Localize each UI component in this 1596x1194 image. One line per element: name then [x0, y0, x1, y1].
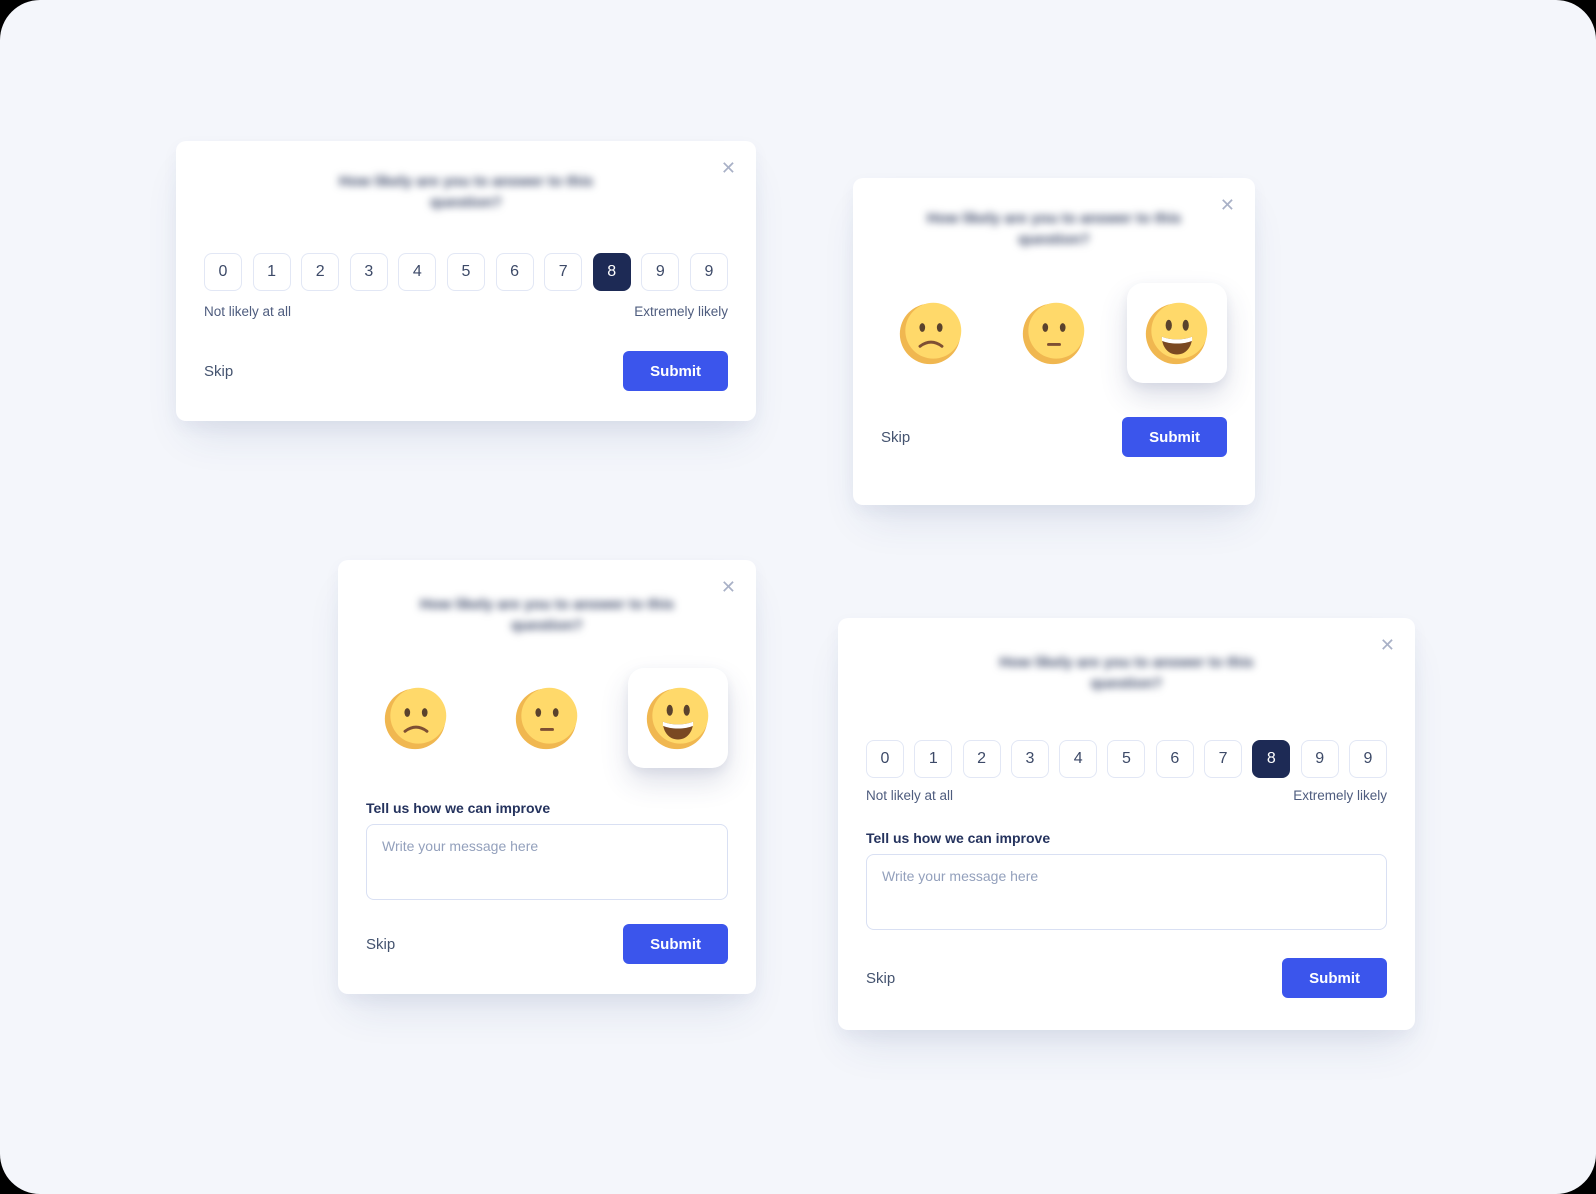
nps-cell-2[interactable]: 2: [962, 740, 1001, 778]
happy-emoji-icon: [646, 687, 709, 750]
skip-button[interactable]: Skip: [204, 362, 234, 380]
feedback-field-wrap: [866, 854, 1387, 930]
nps-cell-4[interactable]: 4: [398, 253, 437, 291]
submit-button[interactable]: Submit: [623, 924, 728, 964]
feedback-textarea[interactable]: [366, 824, 728, 900]
emoji-survey-card: ✕ How likely are you to answer to this q…: [853, 178, 1255, 505]
nps-cell-10[interactable]: 9: [689, 253, 728, 291]
submit-button[interactable]: Submit: [1122, 417, 1227, 457]
nps-cell-5[interactable]: 5: [1107, 740, 1146, 778]
nps-cell-6[interactable]: 6: [1155, 740, 1194, 778]
emoji-option-happy-selected[interactable]: [1127, 283, 1227, 383]
nps-cell-4[interactable]: 4: [1059, 740, 1098, 778]
submit-button[interactable]: Submit: [623, 351, 728, 391]
card-footer: Skip Submit: [881, 417, 1227, 457]
sad-emoji-icon: [384, 687, 447, 750]
submit-button[interactable]: Submit: [1282, 958, 1387, 998]
neutral-emoji-icon: [1022, 302, 1085, 365]
nps-cell-7[interactable]: 7: [1204, 740, 1243, 778]
nps-feedback-survey-card: ✕ How likely are you to answer to this q…: [838, 618, 1415, 1030]
scale-labels: Not likely at all Extremely likely: [866, 788, 1387, 803]
skip-button[interactable]: Skip: [366, 935, 396, 953]
feedback-label: Tell us how we can improve: [866, 830, 1051, 846]
nps-scale: 0 1 2 3 4 5 6 7 8 9 9: [204, 253, 728, 291]
close-icon[interactable]: ✕: [717, 574, 740, 600]
emoji-scale: [366, 668, 728, 768]
emoji-feedback-survey-card: ✕ How likely are you to answer to this q…: [338, 560, 756, 994]
emoji-option-sad[interactable]: [881, 283, 981, 383]
emoji-option-happy-selected[interactable]: [628, 668, 728, 768]
nps-cell-6[interactable]: 6: [495, 253, 534, 291]
skip-button[interactable]: Skip: [881, 428, 911, 446]
happy-emoji-icon: [1145, 302, 1208, 365]
close-icon[interactable]: ✕: [1376, 632, 1399, 658]
emoji-scale: [881, 283, 1227, 383]
emoji-option-sad[interactable]: [366, 668, 466, 768]
feedback-field-wrap: [366, 824, 728, 900]
survey-question-blurred: How likely are you to answer to this que…: [338, 173, 594, 211]
max-label: Extremely likely: [634, 304, 728, 319]
emoji-option-neutral[interactable]: [497, 668, 597, 768]
nps-cell-10[interactable]: 9: [1348, 740, 1387, 778]
card-footer: Skip Submit: [204, 351, 728, 391]
nps-cell-8-selected[interactable]: 8: [1252, 740, 1291, 778]
scale-labels: Not likely at all Extremely likely: [204, 304, 728, 319]
nps-cell-9[interactable]: 9: [1300, 740, 1339, 778]
nps-cell-3[interactable]: 3: [349, 253, 388, 291]
nps-cell-0[interactable]: 0: [204, 253, 242, 291]
close-icon[interactable]: ✕: [717, 155, 740, 181]
max-label: Extremely likely: [1293, 788, 1387, 803]
nps-cell-8-selected[interactable]: 8: [592, 253, 631, 291]
nps-cell-0[interactable]: 0: [866, 740, 904, 778]
survey-question-blurred: How likely are you to answer to this que…: [999, 654, 1254, 692]
feedback-label: Tell us how we can improve: [366, 800, 551, 816]
nps-cell-1[interactable]: 1: [252, 253, 291, 291]
nps-cell-9[interactable]: 9: [641, 253, 680, 291]
nps-cell-7[interactable]: 7: [544, 253, 583, 291]
nps-cell-3[interactable]: 3: [1010, 740, 1049, 778]
nps-cell-1[interactable]: 1: [914, 740, 953, 778]
sad-emoji-icon: [899, 302, 962, 365]
min-label: Not likely at all: [204, 304, 292, 319]
nps-scale: 0 1 2 3 4 5 6 7 8 9 9: [866, 740, 1387, 778]
nps-survey-card: ✕ How likely are you to answer to this q…: [176, 141, 756, 421]
survey-question-blurred: How likely are you to answer to this que…: [419, 596, 675, 634]
nps-cell-2[interactable]: 2: [301, 253, 340, 291]
nps-cell-5[interactable]: 5: [446, 253, 485, 291]
skip-button[interactable]: Skip: [866, 969, 896, 987]
min-label: Not likely at all: [866, 788, 954, 803]
close-icon[interactable]: ✕: [1216, 192, 1239, 218]
neutral-emoji-icon: [515, 687, 578, 750]
card-footer: Skip Submit: [866, 958, 1387, 998]
feedback-textarea[interactable]: [866, 854, 1387, 930]
emoji-option-neutral[interactable]: [1004, 283, 1104, 383]
card-footer: Skip Submit: [366, 924, 728, 964]
survey-question-blurred: How likely are you to answer to this que…: [926, 210, 1182, 248]
